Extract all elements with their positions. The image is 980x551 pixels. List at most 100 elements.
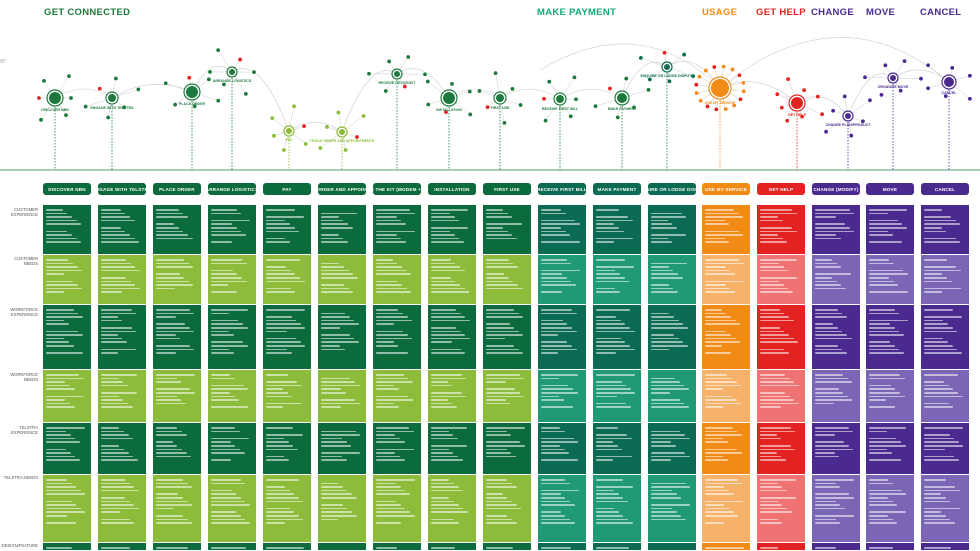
text-placeholder xyxy=(760,326,780,329)
sub-node xyxy=(713,106,719,112)
text-placeholder xyxy=(46,319,65,322)
phase-usage: USAGE xyxy=(702,7,738,18)
text-placeholder xyxy=(101,309,132,311)
stage-cell xyxy=(483,543,531,550)
text-placeholder xyxy=(869,459,901,461)
text-placeholder xyxy=(596,237,633,240)
text-placeholder xyxy=(321,337,355,340)
text-placeholder xyxy=(211,319,239,322)
text-placeholder xyxy=(924,444,964,447)
text-placeholder xyxy=(266,316,292,318)
text-placeholder xyxy=(815,399,853,401)
stage-cell xyxy=(866,205,914,254)
text-placeholder xyxy=(596,280,630,283)
text-placeholder xyxy=(924,226,942,229)
text-placeholder xyxy=(211,219,251,222)
stage-tab-16[interactable]: CANCEL xyxy=(921,183,969,195)
text-placeholder xyxy=(321,348,345,351)
text-placeholder xyxy=(431,518,455,521)
stage-column xyxy=(866,205,914,551)
stage-tab-0[interactable]: DISCOVER NBN xyxy=(43,183,91,195)
stage-cell xyxy=(98,205,146,254)
text-placeholder xyxy=(266,493,295,495)
stage-cell xyxy=(921,475,969,542)
stage-cell xyxy=(153,255,201,304)
text-placeholder xyxy=(651,511,677,513)
text-placeholder xyxy=(376,234,397,236)
text-placeholder xyxy=(815,430,854,433)
text-placeholder xyxy=(541,500,570,503)
text-placeholder xyxy=(211,262,247,265)
sub-node xyxy=(967,96,973,102)
stage-tab-3[interactable]: ARRANGE LOGISTICS xyxy=(208,183,256,195)
stage-tab-11[interactable]: ENQUIRE OR LODGE DISPUTE xyxy=(648,183,696,195)
stage-cell xyxy=(812,305,860,369)
stage-tab-7[interactable]: INSTALLATION xyxy=(428,183,476,195)
sub-node xyxy=(799,114,805,120)
text-placeholder xyxy=(486,262,514,265)
text-placeholder xyxy=(376,448,414,451)
text-placeholder xyxy=(486,374,520,376)
stage-cell xyxy=(428,205,476,254)
text-placeholder xyxy=(46,452,71,454)
text-placeholder xyxy=(541,341,568,343)
text-placeholder xyxy=(705,330,727,333)
stage-tab-4[interactable]: PAY xyxy=(263,183,311,195)
text-placeholder xyxy=(651,493,677,495)
text-placeholder xyxy=(376,384,395,387)
text-placeholder xyxy=(156,430,183,433)
stage-tab-9[interactable]: RECEIVE FIRST BILL xyxy=(538,183,586,195)
text-placeholder xyxy=(541,427,560,429)
stage-tab-12[interactable]: USE MY SERVICE xyxy=(702,183,750,195)
text-placeholder xyxy=(651,437,690,440)
text-placeholder xyxy=(211,437,250,440)
text-placeholder xyxy=(156,212,184,215)
stage-tab-13[interactable]: GET HELP xyxy=(757,183,805,195)
stage-tab-5[interactable]: TRACK ORDER AND APPOINTMENTS xyxy=(318,183,366,195)
sub-node xyxy=(354,134,360,140)
text-placeholder xyxy=(815,493,850,495)
text-placeholder xyxy=(815,280,837,283)
stage-column xyxy=(428,205,476,551)
text-placeholder xyxy=(486,444,526,447)
text-placeholder xyxy=(431,241,464,243)
sub-node xyxy=(383,88,389,94)
stage-tab-1[interactable]: ENGAGE WITH TELSTRA xyxy=(98,183,146,195)
text-placeholder xyxy=(869,493,907,495)
text-placeholder xyxy=(321,319,355,322)
text-placeholder xyxy=(815,377,848,380)
stage-tab-15[interactable]: MOVE xyxy=(866,183,914,195)
text-placeholder xyxy=(321,276,358,279)
stage-cell xyxy=(43,423,91,474)
stage-tab-10[interactable]: MAKE PAYMENT xyxy=(593,183,641,195)
stage-tab-2[interactable]: PLACE ORDER xyxy=(153,183,201,195)
text-placeholder xyxy=(101,352,118,354)
stage-cell xyxy=(812,423,860,474)
text-placeholder xyxy=(541,348,577,351)
text-placeholder xyxy=(321,406,342,408)
text-placeholder xyxy=(211,326,248,329)
text-placeholder xyxy=(266,479,299,481)
stage-tab-6[interactable]: RECEIVE THE KIT (modem + phone) xyxy=(373,183,421,195)
text-placeholder xyxy=(431,219,460,222)
sub-node xyxy=(221,81,227,87)
stage-column xyxy=(757,205,805,551)
sub-node xyxy=(615,114,621,120)
journey-node xyxy=(890,75,896,81)
text-placeholder xyxy=(705,323,741,325)
text-placeholder xyxy=(321,241,348,243)
text-placeholder xyxy=(46,352,83,354)
text-placeholder xyxy=(431,482,455,485)
text-placeholder xyxy=(321,266,345,268)
text-placeholder xyxy=(156,287,175,290)
stage-cell xyxy=(921,305,969,369)
journey-node xyxy=(617,93,627,103)
stage-tab-8[interactable]: FIRST USE xyxy=(483,183,531,195)
text-placeholder xyxy=(705,216,744,218)
text-placeholder xyxy=(486,334,524,336)
stage-cell xyxy=(648,543,696,550)
text-placeholder xyxy=(156,344,190,347)
journey-link xyxy=(621,62,668,99)
text-placeholder xyxy=(596,269,616,272)
stage-tab-14[interactable]: CHANGE (MODIFY) xyxy=(812,183,860,195)
